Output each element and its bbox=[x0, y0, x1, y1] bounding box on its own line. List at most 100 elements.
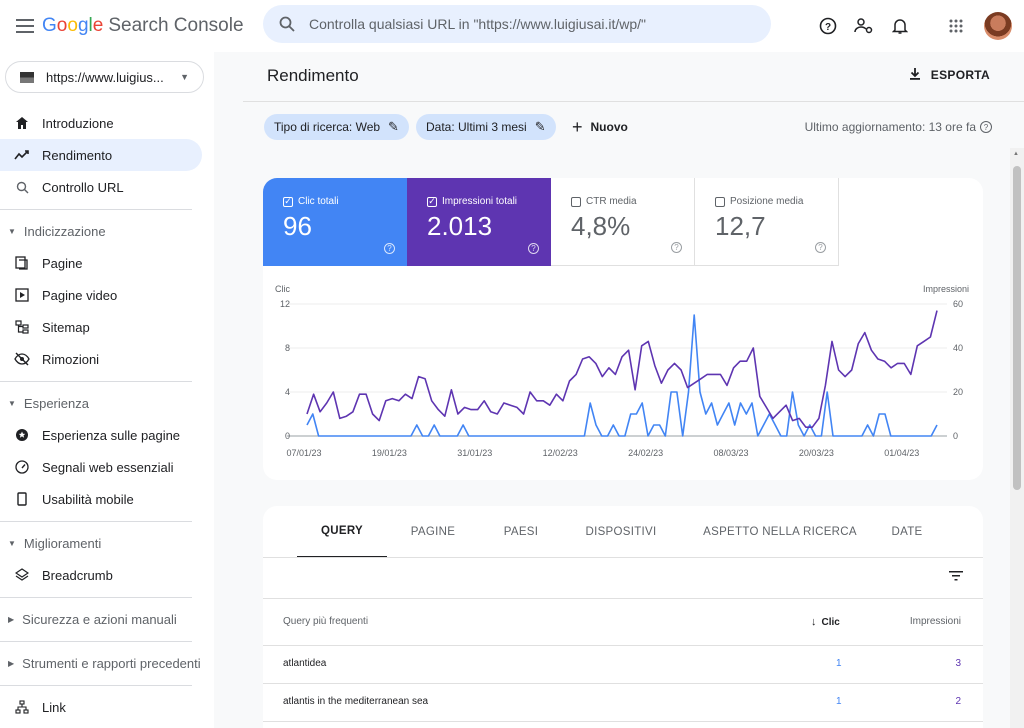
scroll-up-icon[interactable]: ▲ bbox=[1013, 151, 1019, 157]
sidebar-item-label: Breadcrumb bbox=[42, 567, 113, 583]
section-sicurezza[interactable]: ▶ Sicurezza e azioni manuali bbox=[0, 604, 210, 634]
section-label: Esperienza bbox=[23, 395, 89, 411]
metric-value: 12,7 bbox=[715, 211, 766, 241]
tab-query[interactable]: QUERY bbox=[297, 506, 387, 558]
checkbox-unchecked-icon bbox=[715, 196, 725, 207]
column-header-query[interactable]: Query più frequenti bbox=[283, 616, 369, 627]
checkbox-checked-icon: ✓ bbox=[283, 196, 293, 207]
column-header-clicks[interactable]: ↓ Clic bbox=[811, 616, 840, 628]
filter-icon[interactable] bbox=[949, 568, 963, 586]
trending-icon bbox=[14, 147, 30, 163]
chip-label: Data: Ultimi 3 mesi bbox=[426, 120, 527, 134]
sidebar-item-esperienza-pagine[interactable]: Esperienza sulle pagine bbox=[0, 419, 202, 451]
impressions-cell: 2 bbox=[955, 696, 961, 707]
tab-pagine[interactable]: PAGINE bbox=[410, 526, 456, 538]
sidebar-item-breadcrumb[interactable]: Breadcrumb bbox=[0, 559, 202, 591]
help-icon[interactable]: ? bbox=[384, 243, 395, 254]
metric-label: CTR media bbox=[586, 196, 637, 207]
filter-chip-search-type[interactable]: Tipo di ricerca: Web ✎ bbox=[264, 114, 409, 140]
sidebar-item-rendimento[interactable]: Rendimento bbox=[0, 139, 202, 171]
sidebar-item-link[interactable]: Link bbox=[0, 691, 202, 723]
page-title: Rendimento bbox=[267, 66, 359, 85]
clicks-cell: 1 bbox=[836, 696, 842, 707]
help-icon[interactable]: ? bbox=[671, 242, 682, 253]
network-icon bbox=[14, 699, 30, 715]
download-icon bbox=[909, 67, 921, 83]
section-miglioramenti[interactable]: ▼ Miglioramenti bbox=[0, 528, 210, 558]
divider bbox=[0, 641, 192, 642]
checkbox-unchecked-icon bbox=[571, 196, 581, 207]
sidebar-item-pagine[interactable]: Pagine bbox=[0, 247, 202, 279]
right-axis-label: Impressioni bbox=[923, 284, 969, 294]
sidebar-item-label: Link bbox=[42, 699, 66, 715]
divider bbox=[0, 381, 192, 382]
performance-chart[interactable]: 0 4 8 12 0 20 40 60 Clic Impressioni 07/01/23 19/01… bbox=[263, 278, 983, 468]
new-filter-button[interactable]: + Nuovo bbox=[572, 114, 628, 140]
top-bar: Google Search Console ? bbox=[0, 0, 1024, 52]
home-icon bbox=[14, 115, 30, 131]
sidebar-item-segnali-web[interactable]: Segnali web essenziali bbox=[0, 451, 202, 483]
search-icon bbox=[14, 179, 30, 195]
tab-paesi[interactable]: PAESI bbox=[503, 526, 539, 538]
account-avatar[interactable] bbox=[984, 12, 1012, 40]
search-input[interactable] bbox=[309, 16, 749, 32]
site-favicon bbox=[20, 71, 34, 83]
metric-label: Posizione media bbox=[730, 196, 804, 207]
manage-users-icon[interactable] bbox=[846, 8, 882, 44]
section-label: Sicurezza e azioni manuali bbox=[22, 611, 177, 627]
sidebar-item-label: Pagine bbox=[42, 255, 83, 271]
right-axis-tick: 40 bbox=[953, 343, 963, 353]
section-label: Strumenti e rapporti precedenti bbox=[22, 655, 201, 671]
notifications-icon[interactable] bbox=[882, 8, 918, 44]
caret-down-icon: ▼ bbox=[8, 538, 16, 548]
last-updated: Ultimo aggiornamento: 13 ore fa ? bbox=[805, 120, 992, 134]
sidebar-item-controllo-url[interactable]: Controllo URL bbox=[0, 171, 202, 203]
tab-dispositivi[interactable]: DISPOSITIVI bbox=[585, 526, 657, 538]
sidebar-item-pagine-video[interactable]: Pagine video bbox=[0, 279, 202, 311]
caret-down-icon: ▼ bbox=[8, 226, 16, 236]
apps-grid-icon[interactable] bbox=[938, 8, 974, 44]
filter-chip-date[interactable]: Data: Ultimi 3 mesi ✎ bbox=[416, 114, 556, 140]
x-axis-tick: 08/03/23 bbox=[713, 448, 748, 458]
series-line-impressioni bbox=[306, 310, 938, 428]
help-icon[interactable]: ? bbox=[528, 243, 539, 254]
divider bbox=[263, 683, 983, 684]
edit-icon: ✎ bbox=[388, 119, 399, 134]
product-name: Search Console bbox=[108, 15, 244, 36]
checkbox-checked-icon: ✓ bbox=[427, 196, 437, 207]
sidebar-item-usabilita-mobile[interactable]: Usabilità mobile bbox=[0, 483, 202, 515]
caret-right-icon: ▶ bbox=[8, 614, 15, 624]
sidebar-item-sitemap[interactable]: Sitemap bbox=[0, 311, 202, 343]
scrollbar-thumb[interactable] bbox=[1013, 166, 1021, 490]
new-filter-label: Nuovo bbox=[590, 120, 628, 134]
section-strumenti[interactable]: ▶ Strumenti e rapporti precedenti bbox=[0, 648, 210, 678]
app-logo[interactable]: Google Search Console bbox=[42, 15, 244, 37]
svg-text:?: ? bbox=[825, 22, 831, 33]
property-selector[interactable]: https://www.luigius... ▼ bbox=[5, 61, 204, 93]
performance-card: ✓ Clic totali 96 ? ✓ Impressioni totali 2.… bbox=[263, 178, 983, 480]
section-indicizzazione[interactable]: ▼ Indicizzazione bbox=[0, 216, 210, 246]
property-label: https://www.luigius... bbox=[46, 69, 164, 85]
help-icon[interactable]: ? bbox=[980, 121, 992, 133]
section-label: Indicizzazione bbox=[23, 223, 106, 239]
sidebar-item-introduzione[interactable]: Introduzione bbox=[0, 107, 202, 139]
metric-clicks[interactable]: ✓ Clic totali 96 ? bbox=[263, 178, 407, 266]
help-icon[interactable]: ? bbox=[810, 8, 846, 44]
page-scrollbar[interactable]: ▲ bbox=[1010, 148, 1024, 728]
sidebar-item-rimozioni[interactable]: Rimozioni bbox=[0, 343, 202, 375]
menu-icon[interactable] bbox=[5, 6, 45, 46]
tab-aspetto[interactable]: ASPETTO NELLA RICERCA bbox=[703, 526, 857, 538]
help-icon[interactable]: ? bbox=[815, 242, 826, 253]
tab-date[interactable]: DATE bbox=[891, 526, 923, 538]
sidebar-item-label: Introduzione bbox=[42, 115, 114, 131]
export-button[interactable]: ESPORTA bbox=[909, 67, 990, 83]
section-esperienza[interactable]: ▼ Esperienza bbox=[0, 388, 210, 418]
caret-right-icon: ▶ bbox=[8, 658, 15, 668]
metric-ctr[interactable]: CTR media 4,8% ? bbox=[551, 178, 695, 266]
column-header-impressions[interactable]: Impressioni bbox=[909, 616, 961, 627]
metric-position[interactable]: Posizione media 12,7 ? bbox=[695, 178, 839, 266]
metric-impressions[interactable]: ✓ Impressioni totali 2.013 ? bbox=[407, 178, 551, 266]
url-inspect-search[interactable] bbox=[263, 5, 771, 43]
right-axis-tick: 60 bbox=[953, 299, 963, 309]
divider bbox=[0, 597, 192, 598]
